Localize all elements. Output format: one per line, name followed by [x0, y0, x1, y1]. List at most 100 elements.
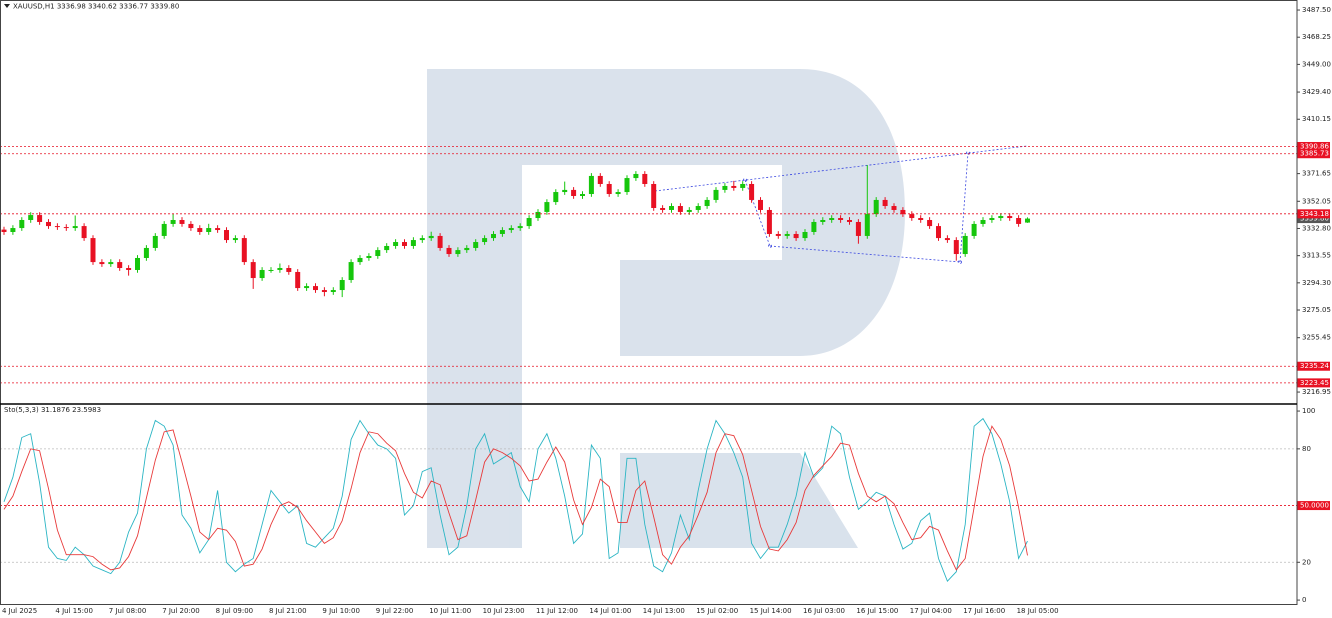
y-tick-label: 20: [1302, 558, 1311, 566]
x-tick-label: 7 Jul 08:00: [109, 607, 147, 615]
candle-body: [838, 218, 844, 220]
candle-body: [232, 238, 238, 241]
x-tick-label: 9 Jul 10:00: [322, 607, 360, 615]
candle-body: [473, 242, 479, 248]
level-label: 3235.24: [1300, 362, 1329, 370]
x-tick-label: 8 Jul 09:00: [216, 607, 254, 615]
x-tick-label: 15 Jul 14:00: [750, 607, 792, 615]
x-tick-label: 11 Jul 12:00: [536, 607, 578, 615]
y-tick-label: 3429.40: [1302, 88, 1331, 96]
candle-body: [90, 238, 96, 263]
x-tick-label: 7 Jul 20:00: [162, 607, 200, 615]
candle-body: [998, 216, 1004, 219]
x-tick-label: 14 Jul 13:00: [643, 607, 685, 615]
candle-body: [410, 240, 416, 246]
candle-body: [10, 228, 16, 233]
x-tick-label: 10 Jul 11:00: [429, 607, 471, 615]
candle-body: [152, 235, 158, 248]
stochastic-line: [3, 417, 1028, 583]
y-tick-label: 3216.95: [1302, 388, 1331, 396]
y-tick-label: 3371.65: [1302, 170, 1331, 178]
candle-body: [482, 238, 488, 243]
candle-body: [54, 226, 60, 228]
candle-body: [188, 223, 194, 229]
y-tick-label: 3313.55: [1302, 252, 1331, 260]
candle-body: [491, 233, 496, 239]
candle-body: [259, 269, 265, 279]
x-tick-label: 17 Jul 04:00: [910, 607, 952, 615]
candle-body: [597, 175, 603, 184]
candle-body: [464, 247, 470, 251]
candle-body: [330, 290, 336, 293]
candle-body: [784, 233, 790, 236]
watermark: [427, 69, 905, 548]
candle-body: [909, 214, 915, 219]
candle-body: [384, 245, 390, 251]
candle-body: [553, 192, 559, 203]
candle-body: [624, 178, 630, 193]
candle-body: [1007, 216, 1013, 219]
level-box: [1297, 361, 1330, 371]
candle-body: [766, 209, 772, 234]
candle-body: [793, 233, 799, 239]
menu-arrow[interactable]: [4, 4, 10, 8]
candle-body: [197, 228, 203, 233]
candle-body: [72, 226, 78, 229]
x-tick-label: 4 Jul 15:00: [55, 607, 93, 615]
y-tick-label: 3449.00: [1302, 60, 1331, 68]
x-tick-label: 16 Jul 15:00: [856, 607, 898, 615]
candle-body: [588, 175, 594, 195]
candle-body: [339, 280, 345, 291]
y-tick-label: 3487.50: [1302, 6, 1331, 14]
candle-body: [927, 219, 933, 227]
candle-body: [704, 199, 710, 207]
level-label: 3343.18: [1300, 210, 1329, 218]
candle-body: [891, 206, 897, 210]
candle-body: [526, 218, 532, 227]
candle-body: [81, 226, 87, 239]
candle-body: [206, 228, 212, 233]
candle-body: [918, 218, 924, 220]
candle-body: [135, 257, 140, 270]
y-tick-label: 0: [1302, 596, 1306, 604]
x-tick-label: 4 Jul 2025: [2, 607, 37, 615]
candle-body: [215, 228, 221, 231]
candle-body: [286, 268, 292, 272]
candle-body: [375, 250, 381, 257]
level-label: 3385.73: [1300, 150, 1329, 158]
candle-body: [437, 235, 443, 248]
y-tick-label: 3352.05: [1302, 197, 1331, 205]
candle-body: [224, 230, 229, 241]
candle-body: [829, 218, 835, 220]
candle-body: [402, 242, 407, 246]
frame: [0, 0, 1298, 605]
candle-body: [669, 206, 674, 210]
x-tick-label: 16 Jul 03:00: [803, 607, 845, 615]
level-label: 3390.86: [1300, 142, 1329, 150]
candle-body: [695, 206, 701, 210]
candle-body: [580, 194, 585, 196]
candle-body: [268, 269, 274, 271]
candle-body: [633, 173, 639, 179]
candle-body: [419, 238, 425, 241]
candle-body: [731, 185, 737, 188]
candle-body: [544, 202, 550, 212]
candle-body: [46, 221, 51, 227]
symbol-header: XAUUSD,H1 3336.98 3340.62 3336.77 3339.8…: [13, 3, 179, 11]
candle-body: [277, 268, 283, 270]
x-tick-label: 10 Jul 23:00: [483, 607, 525, 615]
candle-body: [873, 199, 879, 215]
level-box: [1297, 501, 1330, 511]
stochastic-line: [3, 425, 1028, 571]
y-tick-label: 3332.80: [1302, 224, 1331, 232]
level-box: [1297, 378, 1330, 388]
candle-body: [811, 221, 817, 233]
candle-body: [499, 230, 505, 234]
candle-body: [508, 228, 514, 231]
y-tick-label: 3468.25: [1302, 33, 1331, 41]
candle-body: [170, 219, 176, 224]
candle-body: [37, 215, 43, 222]
candle-body: [117, 262, 123, 269]
candle-body: [615, 192, 621, 195]
